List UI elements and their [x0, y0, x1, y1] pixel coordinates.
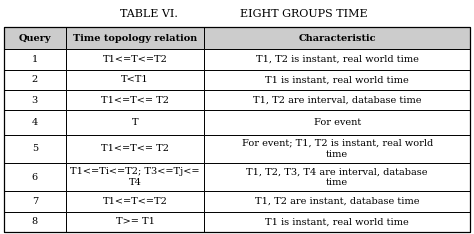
Text: T1 is instant, real world time: T1 is instant, real world time: [265, 217, 409, 226]
Bar: [65, 27, 204, 49]
Text: T1<=T<= T2: T1<=T<= T2: [101, 95, 169, 105]
Bar: [4, 49, 65, 70]
Bar: [204, 49, 470, 70]
Text: T: T: [132, 118, 138, 127]
Text: T1, T2, T3, T4 are interval, database
time: T1, T2, T3, T4 are interval, database ti…: [246, 167, 428, 187]
Bar: [204, 70, 470, 90]
Text: For event; T1, T2 is instant, real world
time: For event; T1, T2 is instant, real world…: [242, 139, 433, 159]
Bar: [204, 27, 470, 49]
Text: T1<=Ti<=T2; T3<=Tj<=
T4: T1<=Ti<=T2; T3<=Tj<= T4: [70, 167, 200, 187]
Bar: [4, 135, 65, 163]
Text: Query: Query: [18, 34, 51, 43]
Text: T1, T2 are interval, database time: T1, T2 are interval, database time: [253, 95, 421, 105]
Bar: [65, 110, 204, 135]
Text: 6: 6: [32, 173, 38, 182]
Bar: [4, 27, 470, 232]
Bar: [65, 49, 204, 70]
Bar: [4, 212, 65, 232]
Bar: [65, 163, 204, 191]
Text: Characteristic: Characteristic: [299, 34, 376, 43]
Bar: [65, 191, 204, 212]
Text: T>= T1: T>= T1: [116, 217, 155, 226]
Bar: [4, 90, 65, 110]
Bar: [204, 135, 470, 163]
Bar: [65, 212, 204, 232]
Bar: [65, 90, 204, 110]
Text: T1, T2 are instant, database time: T1, T2 are instant, database time: [255, 197, 419, 206]
Bar: [204, 191, 470, 212]
Bar: [204, 90, 470, 110]
Text: T<T1: T<T1: [121, 75, 149, 84]
Text: T1<=T<=T2: T1<=T<=T2: [102, 197, 167, 206]
Text: Time topology relation: Time topology relation: [73, 34, 197, 43]
Bar: [4, 191, 65, 212]
Text: 7: 7: [32, 197, 38, 206]
Text: 1: 1: [32, 55, 38, 64]
Bar: [204, 212, 470, 232]
Bar: [4, 110, 65, 135]
Text: TABLE VI.: TABLE VI.: [120, 9, 178, 19]
Text: 2: 2: [32, 75, 38, 84]
Text: EIGHT GROUPS TIME: EIGHT GROUPS TIME: [239, 9, 367, 19]
Bar: [204, 163, 470, 191]
Text: T1<=T<=T2: T1<=T<=T2: [102, 55, 167, 64]
Text: T1 is instant, real world time: T1 is instant, real world time: [265, 75, 409, 84]
Text: T1, T2 is instant, real world time: T1, T2 is instant, real world time: [256, 55, 419, 64]
Bar: [65, 70, 204, 90]
Text: 5: 5: [32, 144, 38, 153]
Text: 8: 8: [32, 217, 38, 226]
Text: T1<=T<= T2: T1<=T<= T2: [101, 144, 169, 153]
Text: For event: For event: [314, 118, 361, 127]
Bar: [4, 163, 65, 191]
Bar: [204, 110, 470, 135]
Bar: [4, 27, 65, 49]
Text: 3: 3: [32, 95, 38, 105]
Text: 4: 4: [32, 118, 38, 127]
Bar: [4, 70, 65, 90]
Bar: [65, 135, 204, 163]
